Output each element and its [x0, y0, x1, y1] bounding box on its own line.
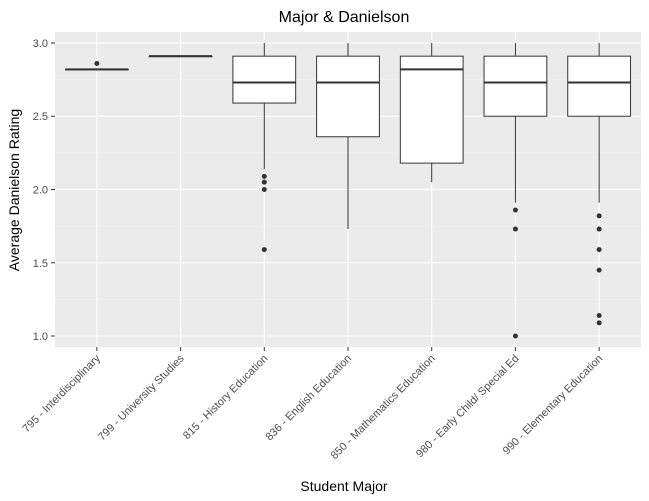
outlier-point: [94, 61, 100, 66]
box-group: [567, 42, 632, 326]
outlier-point: [512, 207, 518, 213]
y-tick-label: 1.0: [33, 331, 48, 343]
outlier-point: [512, 226, 518, 232]
box: [316, 55, 380, 138]
y-tick-label: 2.0: [33, 185, 48, 197]
box-group: [399, 42, 464, 183]
y-axis-title: Average Danielson Rating: [6, 109, 22, 271]
outlier-point: [596, 247, 602, 253]
outlier-point: [596, 320, 602, 326]
boxes: [64, 42, 632, 339]
x-tick-label: 799 - University Studies: [96, 352, 187, 443]
box-group: [232, 42, 297, 253]
box: [399, 55, 464, 164]
chart-title: Major & Danielson: [279, 9, 410, 26]
x-axis-title: Student Major: [300, 478, 387, 494]
outlier-point: [261, 173, 267, 179]
outlier-point: [596, 267, 602, 273]
x-tick-label: 836 - English Education: [263, 353, 354, 444]
box-group: [148, 55, 213, 58]
outlier-point: [261, 179, 267, 185]
outlier-point: [596, 313, 602, 318]
outlier-point: [261, 187, 267, 192]
y-tick-label: 1.5: [33, 258, 48, 270]
box: [483, 55, 548, 117]
y-tick-label: 3.0: [33, 38, 48, 50]
outlier-point: [596, 226, 602, 232]
box: [232, 55, 297, 104]
outlier-point: [512, 333, 518, 339]
box-group: [316, 42, 380, 230]
box-group: [483, 42, 548, 339]
x-tick-label: 795 - Interdisciplinary: [21, 352, 104, 435]
box: [567, 55, 632, 117]
y-tick-label: 2.5: [33, 111, 48, 123]
x-tick-label: 815 - History Education: [181, 353, 270, 442]
x-tick-label: 990 - Elementary Education: [501, 353, 605, 457]
box-group: [64, 61, 129, 71]
outlier-point: [596, 213, 602, 219]
outlier-point: [261, 247, 267, 253]
